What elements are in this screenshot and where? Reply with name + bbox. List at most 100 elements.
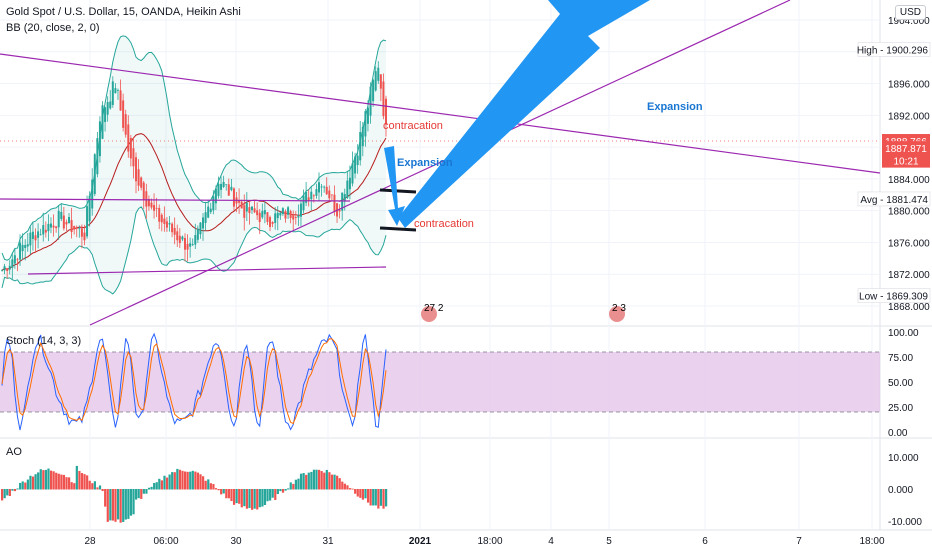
price-marker bbox=[882, 141, 930, 156]
candle-body bbox=[47, 223, 50, 232]
candle-body bbox=[377, 67, 380, 81]
ao-bar bbox=[24, 482, 27, 490]
ao-bar bbox=[243, 489, 246, 507]
candle-body bbox=[351, 163, 354, 184]
ao-bar bbox=[310, 471, 313, 490]
candle-body bbox=[232, 188, 235, 207]
candle-body bbox=[289, 211, 292, 219]
ao-bar bbox=[8, 489, 11, 497]
candle-body bbox=[243, 205, 246, 218]
symbol-title[interactable]: Gold Spot / U.S. Dollar, 15, OANDA, Heik… bbox=[6, 6, 241, 18]
ao-bar bbox=[93, 481, 96, 490]
ao-bar bbox=[299, 473, 303, 490]
candle-body bbox=[281, 208, 284, 215]
ao-bar bbox=[191, 470, 194, 490]
ao-bar bbox=[60, 474, 63, 490]
candle-body bbox=[142, 182, 145, 200]
ao-bar bbox=[328, 472, 331, 490]
ao-bar bbox=[346, 485, 349, 490]
ao-bar bbox=[142, 489, 145, 494]
stoch-indicator-label[interactable]: Stoch (14, 3, 3) bbox=[6, 335, 81, 347]
candle-body bbox=[80, 228, 83, 237]
stat-label-box bbox=[857, 191, 931, 207]
ao-bar bbox=[330, 474, 334, 490]
ao-bar bbox=[256, 489, 259, 510]
candle-body bbox=[70, 220, 73, 232]
ao-bar bbox=[163, 475, 166, 490]
ao-pane[interactable]: AO bbox=[1, 446, 388, 523]
ao-indicator-label[interactable]: AO bbox=[6, 446, 22, 458]
candle-body bbox=[204, 212, 207, 223]
ao-bar bbox=[235, 489, 238, 504]
candle-body bbox=[44, 229, 47, 233]
ao-bar bbox=[274, 489, 277, 501]
ao-bar bbox=[261, 489, 264, 507]
candle-body bbox=[147, 198, 150, 207]
candle-body bbox=[158, 207, 161, 222]
ao-bar bbox=[377, 489, 380, 509]
candle-body bbox=[217, 183, 220, 196]
candle-body bbox=[109, 101, 112, 109]
trendlines[interactable] bbox=[0, 0, 881, 326]
price-tick-label: 1892.000 bbox=[888, 111, 930, 122]
candle-body bbox=[68, 217, 71, 224]
stoch-k-line bbox=[1, 332, 387, 431]
candle-body bbox=[279, 212, 282, 216]
price-axis[interactable]: 1904.0001900.0001896.0001892.0001888.000… bbox=[857, 16, 931, 528]
ao-bar bbox=[132, 489, 135, 515]
ao-bar bbox=[232, 489, 236, 505]
ao-bar bbox=[86, 475, 89, 490]
ao-bar bbox=[127, 489, 130, 519]
price-tick-label: 1884.000 bbox=[888, 175, 930, 186]
currency-button[interactable]: USD bbox=[894, 5, 926, 20]
candle-body bbox=[276, 212, 279, 219]
ao-bar bbox=[382, 489, 385, 509]
candle-body bbox=[119, 90, 122, 111]
candle-body bbox=[8, 265, 11, 270]
drawn-arrows[interactable] bbox=[384, 0, 650, 228]
candle-body bbox=[86, 206, 89, 237]
ao-bar bbox=[312, 469, 316, 490]
ao-bar bbox=[227, 489, 230, 499]
candle-body bbox=[78, 228, 81, 230]
event-badge-label: 2 3 bbox=[612, 303, 626, 314]
ao-bar bbox=[240, 489, 243, 508]
ao-bar bbox=[320, 471, 323, 490]
candle-body bbox=[230, 186, 233, 191]
ao-bar bbox=[55, 472, 58, 490]
ao-bar bbox=[248, 489, 251, 509]
candle-body bbox=[101, 105, 104, 139]
candle-body bbox=[49, 223, 52, 228]
ao-bar bbox=[307, 472, 310, 490]
ao-bar bbox=[317, 469, 321, 490]
price-pane[interactable]: contracation Expansion contracation Expansi… bbox=[0, 0, 881, 326]
candle-body bbox=[307, 197, 310, 201]
trendline bbox=[27, 266, 387, 275]
ao-bar bbox=[137, 489, 140, 499]
candle-body bbox=[3, 266, 6, 271]
candle-body bbox=[116, 90, 119, 91]
stochastic-pane[interactable]: Stoch (14, 3, 3) bbox=[0, 332, 880, 431]
candle-body bbox=[11, 259, 14, 268]
ao-bar bbox=[289, 482, 292, 490]
candle-body bbox=[1, 270, 3, 272]
candle-body bbox=[191, 244, 194, 246]
candle-body bbox=[65, 221, 68, 225]
candle-body bbox=[111, 81, 114, 105]
stoch-d-line bbox=[1, 338, 387, 425]
candle-body bbox=[31, 231, 34, 239]
event-badges[interactable]: 27 2 2 3 bbox=[421, 303, 626, 322]
bb-indicator-label[interactable]: BB (20, close, 2, 0) bbox=[6, 22, 100, 34]
candle-body bbox=[212, 196, 215, 211]
time-tick-label: 6 bbox=[702, 536, 708, 547]
ao-bar bbox=[202, 476, 205, 490]
ao-bar bbox=[302, 473, 305, 490]
candle-body bbox=[93, 154, 96, 195]
price-marker-label: 10:21 bbox=[893, 157, 918, 168]
annotation-text: Expansion bbox=[397, 157, 453, 169]
time-axis[interactable]: 28 06:00 30 31 2021 18:00 4 5 6 7 18:00 bbox=[84, 536, 885, 547]
candle-body bbox=[178, 235, 181, 244]
candle-body bbox=[250, 206, 253, 211]
candle-body bbox=[13, 255, 16, 264]
